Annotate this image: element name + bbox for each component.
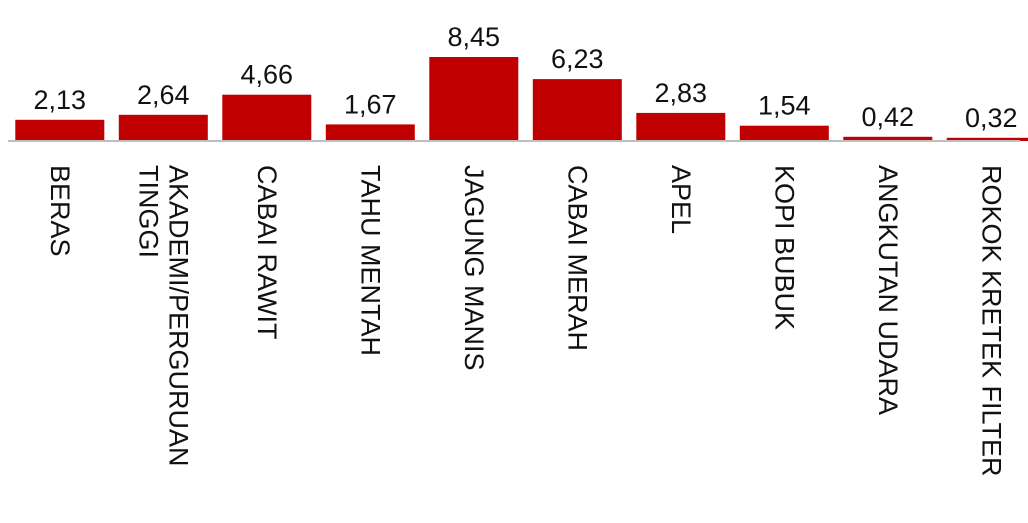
category-label-line: BERAS	[45, 165, 75, 257]
bar-value-label: 1,54	[758, 91, 811, 121]
bar-value-label: 2,83	[655, 78, 708, 108]
bar	[429, 57, 519, 141]
bar-value-label: 1,67	[344, 89, 397, 119]
bar-value-label: 0,32	[965, 103, 1018, 133]
bar-value-label: 2,64	[137, 80, 190, 110]
category-label-line: AKADEMI/PERGURUAN	[163, 165, 193, 467]
category-label: BERAS	[45, 165, 75, 257]
bar	[325, 124, 415, 141]
category-label: ROKOK KRETEK FILTER	[976, 165, 1006, 477]
category-label-line: KOPI BUBUK	[769, 165, 799, 330]
category-label: KOPI BUBUK	[769, 165, 799, 330]
bar-value-label: 4,66	[241, 60, 294, 90]
category-label-line: JAGUNG MANIS	[459, 165, 489, 371]
category-label-line: CABAI MERAH	[562, 165, 592, 351]
bar-value-label: 0,42	[862, 102, 915, 132]
bar	[222, 94, 312, 141]
category-label: TAHU MENTAH	[355, 165, 385, 356]
category-label: CABAI MERAH	[562, 165, 592, 351]
bar-value-label: 2,13	[34, 85, 87, 115]
category-label: ANGKUTAN UDARA	[873, 165, 903, 415]
category-label-line: TINGGI	[133, 165, 163, 258]
bar	[118, 114, 208, 141]
bar	[636, 112, 726, 141]
bar	[739, 125, 829, 141]
category-label-line: TAHU MENTAH	[355, 165, 385, 356]
bar	[946, 137, 1028, 141]
category-label-line: ANGKUTAN UDARA	[873, 165, 903, 415]
category-label: JAGUNG MANIS	[459, 165, 489, 371]
bar	[532, 79, 622, 141]
bar-value-label: 8,45	[448, 22, 501, 52]
bar-value-label: 6,23	[551, 44, 604, 74]
category-label-line: ROKOK KRETEK FILTER	[976, 165, 1006, 477]
category-label: APEL	[666, 165, 696, 234]
bar	[15, 119, 105, 141]
category-label-line: APEL	[666, 165, 696, 234]
bar	[843, 136, 933, 141]
bars-group	[15, 57, 1028, 141]
category-label: CABAI RAWIT	[252, 165, 282, 340]
data-labels-group: 2,13 2,64 4,66 1,67 8,45 6,23 2,83 1,54 0,42 0,32	[34, 22, 1018, 133]
category-label-line: CABAI RAWIT	[252, 165, 282, 340]
